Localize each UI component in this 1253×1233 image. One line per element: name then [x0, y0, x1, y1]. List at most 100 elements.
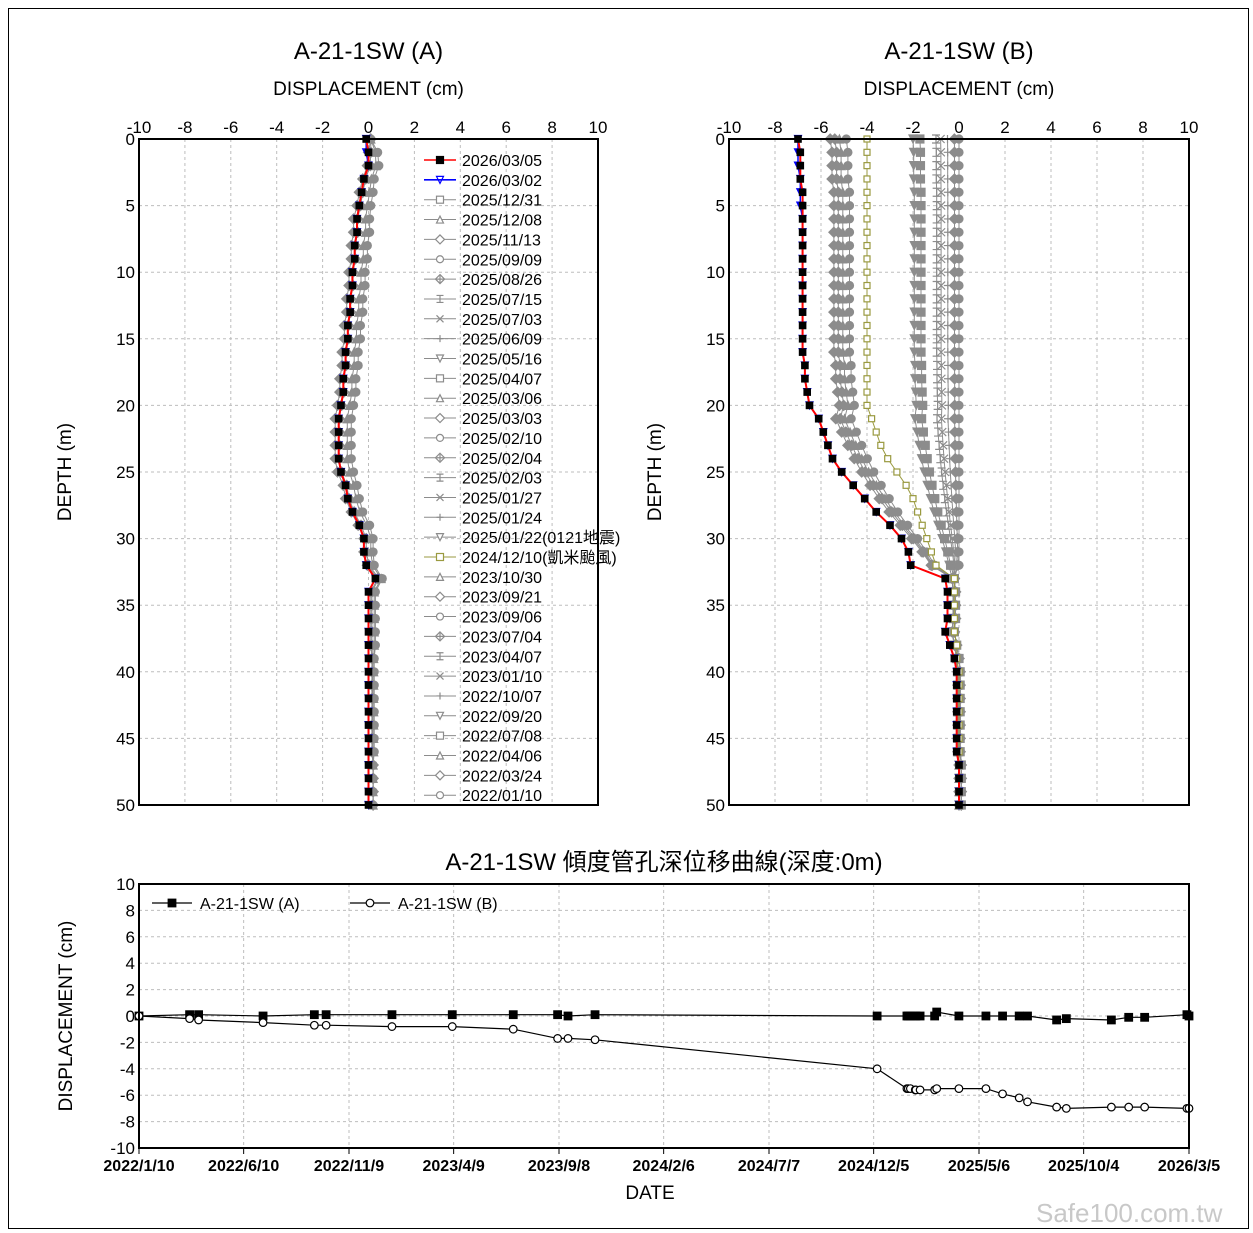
data-point: [836, 173, 847, 184]
y-tick-label: 10: [706, 263, 725, 282]
data-point: [851, 427, 861, 437]
y-tick-label: -4: [120, 1060, 135, 1079]
y-tick-label: 15: [706, 330, 725, 349]
legend-marker: [435, 750, 445, 760]
x-tick-label: 8: [1138, 118, 1147, 137]
data-point: [918, 427, 928, 437]
x-tick-label: 2025/10/4: [1048, 1158, 1119, 1175]
data-point: [918, 400, 928, 410]
data-point: [934, 427, 943, 437]
data-point: [917, 387, 927, 397]
legend-item: 2022/04/06: [424, 749, 542, 766]
data-point: [936, 361, 946, 370]
data-point: [321, 1020, 331, 1030]
x-tick-label: -4: [859, 118, 874, 137]
data-point: [954, 547, 964, 557]
data-point: [353, 215, 361, 223]
data-point: [362, 254, 372, 264]
data-point: [863, 228, 871, 236]
plot-title: A-21-1SW 傾度管孔深位移曲線(深度:0m): [445, 849, 882, 876]
data-point: [936, 187, 946, 197]
legend-label: 2022/03/24: [462, 768, 542, 785]
data-point: [857, 440, 867, 450]
data-point: [863, 268, 871, 276]
data-point: [920, 440, 930, 450]
data-point: [954, 414, 964, 424]
data-point: [364, 681, 373, 689]
plot-title: A-21-1SW (B): [884, 38, 1033, 65]
data-point: [955, 787, 963, 796]
data-point: [955, 761, 963, 769]
x-tick-label: -2: [905, 118, 920, 137]
data-point: [954, 147, 964, 157]
data-point: [796, 148, 805, 157]
legend-item: A-21-1SW (A): [152, 896, 300, 913]
legend-item: 2023/10/30: [424, 570, 542, 587]
y-tick-label: -2: [120, 1033, 135, 1052]
data-point: [360, 534, 368, 543]
data-point: [344, 335, 352, 343]
depth-plot-b: A-21-1SW (B) DISPLACEMENT (cm) DEPTH (m) -1…: [645, 38, 1198, 815]
data-point: [364, 667, 373, 676]
x-tick-label: 2022/11/9: [314, 1158, 384, 1175]
data-point: [321, 1010, 331, 1020]
x-tick-label: 6: [501, 118, 510, 137]
legend-item: 2023/09/06: [424, 610, 542, 627]
data-point: [374, 161, 384, 171]
data-point: [863, 255, 871, 263]
legend-item: 2025/03/03: [424, 411, 542, 428]
data-point: [798, 255, 807, 263]
legend-label: 2025/03/03: [462, 411, 542, 428]
ts-series-b: [134, 1011, 1194, 1113]
data-point: [863, 188, 871, 196]
legend-item: 2025/07/15: [424, 292, 542, 309]
data-point: [344, 321, 352, 330]
data-point: [341, 348, 350, 356]
legend-label: 2025/03/06: [462, 391, 542, 408]
data-point: [1061, 1014, 1071, 1024]
data-point: [936, 201, 946, 211]
data-point: [364, 614, 373, 623]
data-point: [553, 1034, 563, 1043]
data-point: [954, 267, 964, 277]
data-point: [915, 1085, 925, 1095]
data-point: [916, 201, 926, 211]
data-point: [362, 240, 372, 251]
data-point: [932, 1007, 942, 1017]
data-point: [932, 334, 941, 344]
data-point: [863, 321, 871, 330]
data-point: [909, 240, 920, 251]
data-point: [936, 267, 946, 277]
data-point: [447, 1010, 457, 1020]
data-point: [943, 494, 953, 504]
data-point: [954, 480, 964, 490]
data-point: [954, 560, 964, 570]
legend-item: A-21-1SW (B): [350, 896, 498, 913]
plot-frame: [728, 138, 1190, 806]
data-point: [927, 480, 937, 490]
data-point: [798, 308, 807, 316]
data-point: [508, 1024, 518, 1034]
data-point: [360, 280, 370, 291]
data-point: [950, 601, 959, 609]
depth-plot-a: A-21-1SW (A) DISPLACEMENT (cm) DEPTH (m) -1…: [55, 38, 620, 815]
legend-marker: [167, 898, 177, 908]
data-point: [1124, 1102, 1134, 1112]
data-point: [916, 414, 927, 424]
legend-label: 2022/09/20: [462, 709, 542, 726]
data-point: [364, 148, 373, 157]
data-point: [798, 281, 807, 290]
data-point: [801, 374, 809, 383]
data-point: [952, 747, 961, 756]
x-tick-label: 2024/7/7: [738, 1158, 800, 1175]
time-series-plot: A-21-1SW 傾度管孔深位移曲線(深度:0m) DATE DISPLACEMEN…: [56, 849, 1220, 1204]
data-point: [1124, 1012, 1134, 1022]
data-point: [844, 201, 855, 211]
legend-label: 2025/08/26: [462, 272, 542, 289]
data-point: [796, 175, 805, 183]
y-tick-label: 2: [126, 981, 135, 1000]
data-point: [913, 508, 922, 516]
legend-item: 2025/07/03: [424, 312, 542, 329]
data-point: [932, 147, 941, 157]
data-point: [952, 707, 961, 716]
